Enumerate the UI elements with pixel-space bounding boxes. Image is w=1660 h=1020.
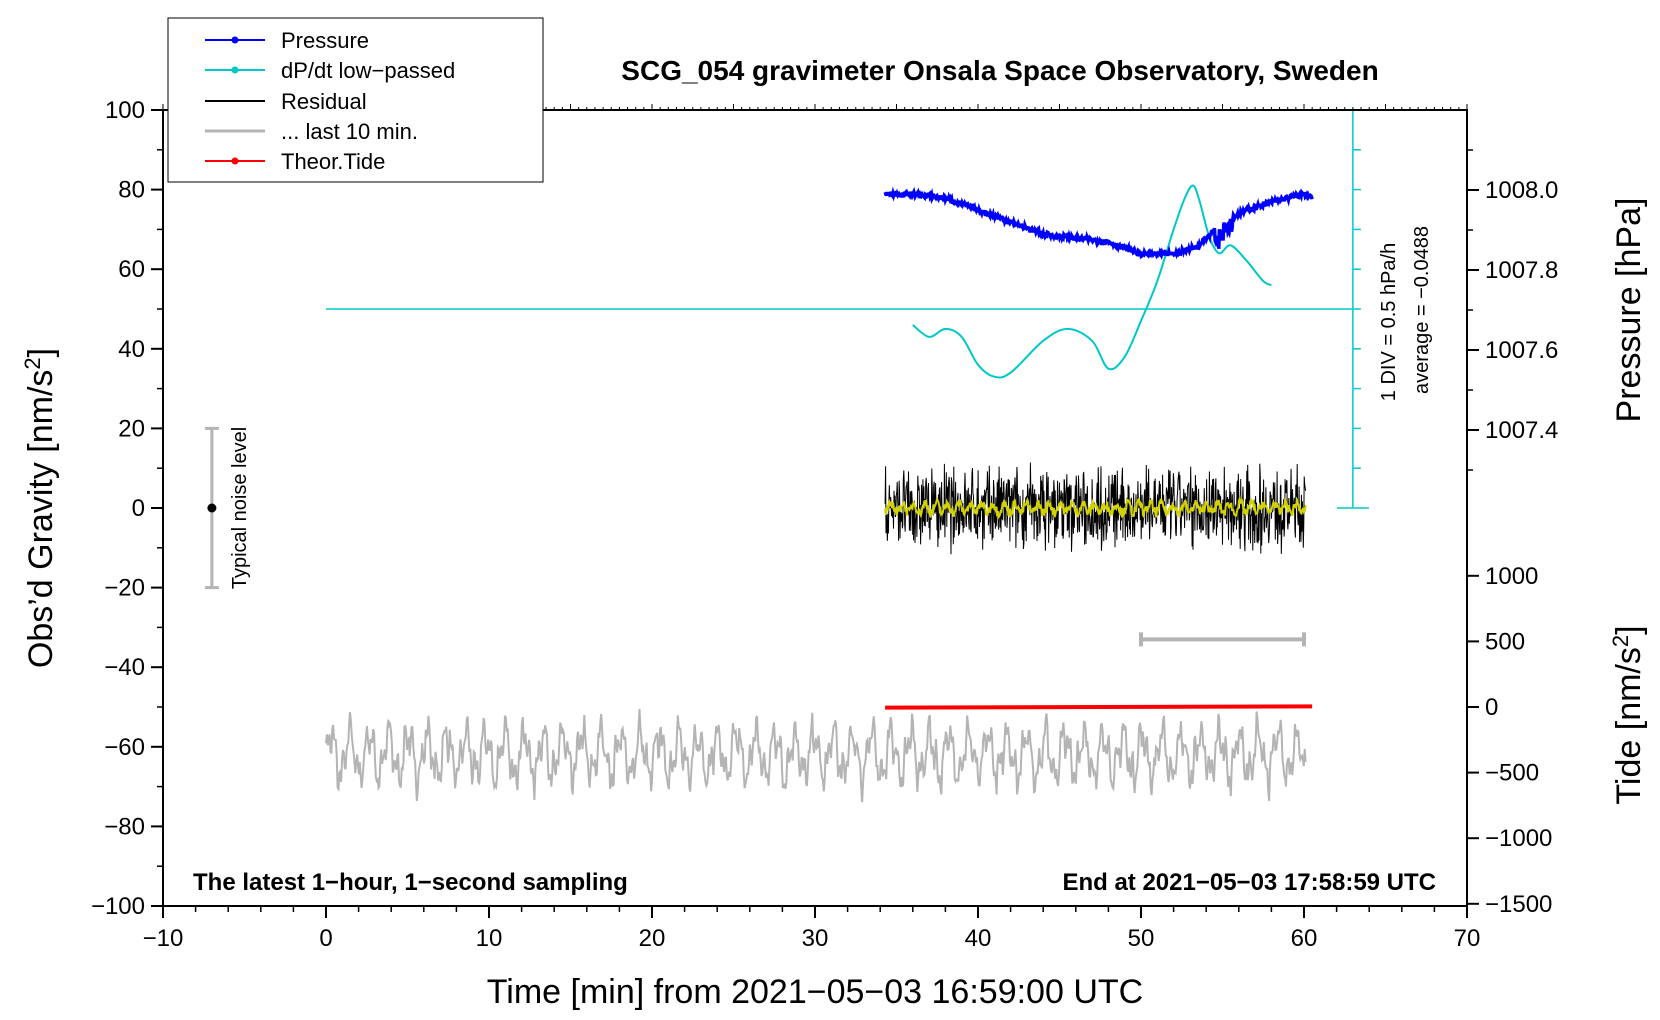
x-tick-label: 0 <box>319 925 332 952</box>
pressure-tick-label: 1007.4 <box>1485 417 1558 444</box>
y-tick-label: −100 <box>91 893 145 920</box>
x-tick-label: 10 <box>476 925 503 952</box>
y-tick-label: −20 <box>104 575 145 602</box>
y-tick-label: 100 <box>105 97 145 124</box>
chart-title: SCG_054 gravimeter Onsala Space Observat… <box>621 55 1378 86</box>
y-label-tide-sup: 2 <box>1608 635 1633 647</box>
noise-level-label: Typical noise level <box>229 427 251 589</box>
y-label-tide-text: Tide [nm/s <box>1610 647 1648 804</box>
x-tick-label: 30 <box>802 925 829 952</box>
x-tick-label: 40 <box>965 925 992 952</box>
y-label-left-close: ] <box>22 348 60 357</box>
pressure-tick-label: 1008.0 <box>1485 177 1558 204</box>
tide-tick-label: −1500 <box>1485 891 1552 918</box>
dpdt-average-label: average = −0.0488 <box>1411 226 1433 394</box>
legend-label-dpdt: dP/dt low−passed <box>281 58 455 83</box>
y-axis-label-tide: Tide [nm/s2] <box>1608 625 1648 804</box>
y-axis-label-left: Obs’d Gravity [nm/s2] <box>20 348 60 668</box>
legend-label-pressure: Pressure <box>281 28 369 53</box>
residual-smoothed-trace <box>884 495 1307 520</box>
series-layer <box>204 109 1369 803</box>
tide-tick-label: 0 <box>1485 694 1498 721</box>
tide-tick-label: −1000 <box>1485 825 1552 852</box>
x-tick-label: 20 <box>639 925 666 952</box>
x-tick-label: 60 <box>1291 925 1318 952</box>
noise-level-marker <box>207 503 217 513</box>
tide-tick-label: 1000 <box>1485 563 1538 590</box>
pressure-tick-label: 1007.8 <box>1485 257 1558 284</box>
y-label-left-text: Obs’d Gravity [nm/s <box>22 370 60 669</box>
y-tick-label: 20 <box>118 415 145 442</box>
tide-tick-label: −500 <box>1485 760 1539 787</box>
y-tick-label: 0 <box>132 495 145 522</box>
legend-marker <box>231 66 239 74</box>
legend: Pressure dP/dt low−passed Residual ... l… <box>167 17 544 183</box>
y-label-left-sup: 2 <box>20 357 45 369</box>
pressure-trace <box>883 186 1314 261</box>
note-left: The latest 1−hour, 1−second sampling <box>193 869 628 896</box>
legend-label-last10: ... last 10 min. <box>281 119 418 144</box>
y-tick-label: 60 <box>118 256 145 283</box>
y-tick-label: 80 <box>118 177 145 204</box>
theoretical-tide-line <box>885 704 1313 710</box>
residual-trace <box>884 462 1307 555</box>
y-tick-label: 40 <box>118 336 145 363</box>
x-tick-label: −10 <box>143 925 184 952</box>
pressure-tick-label: 1007.6 <box>1485 337 1558 364</box>
x-axis-label: Time [min] from 2021−05−03 16:59:00 UTC <box>487 973 1143 1011</box>
note-right: End at 2021−05−03 17:58:59 UTC <box>1062 869 1436 896</box>
y-tick-label: −40 <box>104 654 145 681</box>
dpdt-div-label: 1 DIV = 0.5 hPa/h <box>1378 243 1400 401</box>
y-tick-label: −80 <box>104 813 145 840</box>
legend-label-residual: Residual <box>281 89 367 114</box>
x-tick-label: 50 <box>1128 925 1155 952</box>
legend-entries <box>205 36 265 165</box>
y-tick-label: −60 <box>104 734 145 761</box>
legend-marker <box>231 157 239 165</box>
x-tick-label: 70 <box>1454 925 1481 952</box>
dpdt-curve <box>912 184 1272 379</box>
y-label-tide-close: ] <box>1610 625 1648 634</box>
legend-marker <box>231 36 239 44</box>
tide-tick-label: 500 <box>1485 628 1525 655</box>
last-10-min-trace <box>325 708 1307 803</box>
legend-label-tide: Theor.Tide <box>281 149 385 174</box>
y-axis-label-pressure: Pressure [hPa] <box>1610 198 1648 423</box>
